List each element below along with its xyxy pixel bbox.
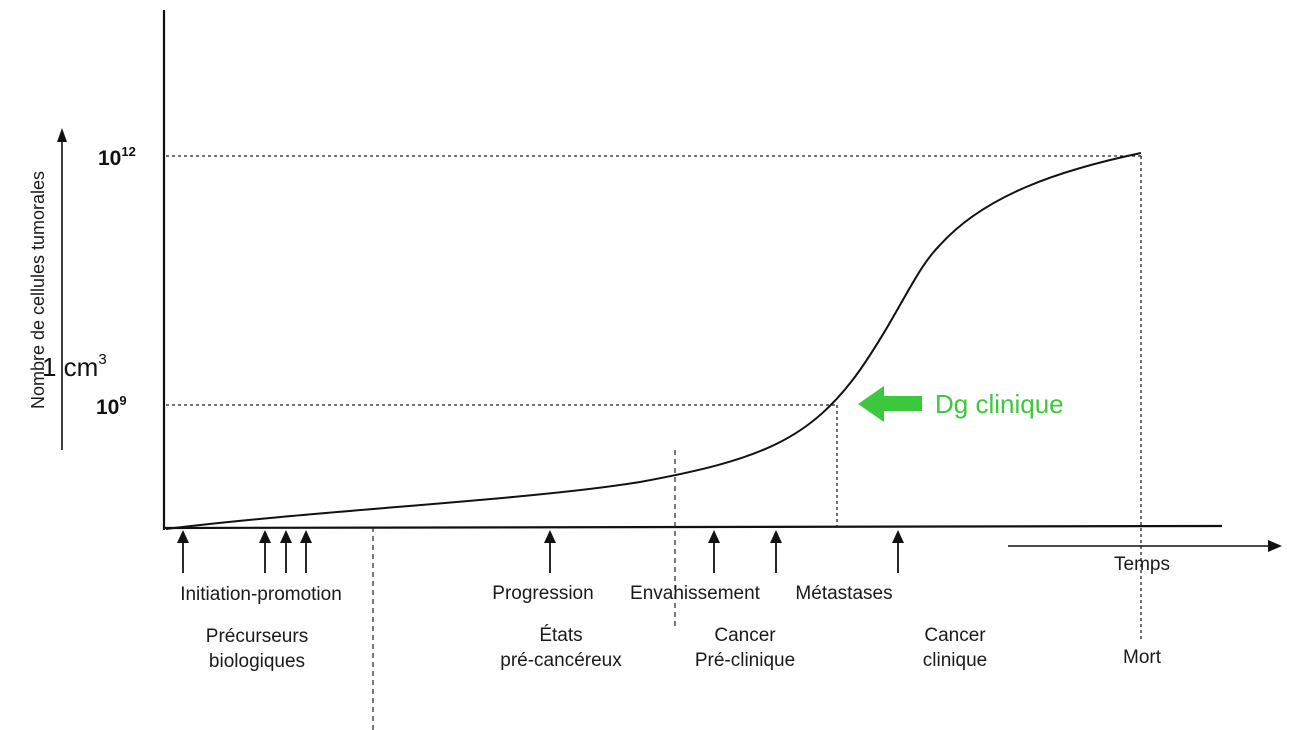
- event-arrowhead: [280, 530, 292, 543]
- phase-label-precurseurs-2: biologiques: [209, 651, 305, 672]
- y-tick-10-12: 1012: [98, 144, 136, 170]
- phase-label-precurseurs-1: Précurseurs: [206, 626, 308, 647]
- x-axis-line: [163, 524, 1223, 530]
- event-arrowhead: [892, 530, 904, 543]
- event-arrowhead: [177, 530, 189, 543]
- event-label-initiation: Initiation-promotion: [180, 584, 342, 605]
- event-label-metastases: Métastases: [795, 583, 892, 604]
- y-tick-10-9: 109: [96, 393, 127, 419]
- phase-label-mort: Mort: [1123, 647, 1162, 668]
- event-arrowhead: [544, 530, 556, 543]
- phase-label-preclinique-1: Cancer: [714, 625, 776, 646]
- diagnosis-arrow-shaft: [882, 396, 922, 411]
- volume-annotation: 1 cm3: [42, 351, 107, 382]
- event-label-envahissement: Envahissement: [630, 583, 761, 604]
- diagnosis-arrow-head: [858, 386, 884, 422]
- phase-label-preclinique-2: Pré-clinique: [695, 650, 795, 671]
- event-arrowhead: [259, 530, 271, 543]
- event-arrowhead: [770, 530, 782, 543]
- event-arrows: [182, 540, 899, 573]
- diagnosis-label: Dg clinique: [935, 389, 1064, 419]
- event-label-progression: Progression: [492, 583, 593, 604]
- growth-curve: [165, 152, 1142, 530]
- y-axis-label: Nombre de cellules tumorales: [28, 171, 48, 409]
- time-arrowhead: [1268, 540, 1282, 552]
- phase-label-clinique-2: clinique: [923, 650, 987, 671]
- event-arrowheads: [177, 530, 904, 543]
- event-arrowhead: [708, 530, 720, 543]
- phase-label-precancereux-1: États: [539, 625, 582, 646]
- phase-label-precancereux-2: pré-cancéreux: [500, 650, 622, 671]
- y-label-arrowhead: [57, 128, 67, 142]
- x-axis-label: Temps: [1114, 554, 1170, 575]
- event-arrowhead: [300, 530, 312, 543]
- phase-label-clinique-1: Cancer: [924, 625, 986, 646]
